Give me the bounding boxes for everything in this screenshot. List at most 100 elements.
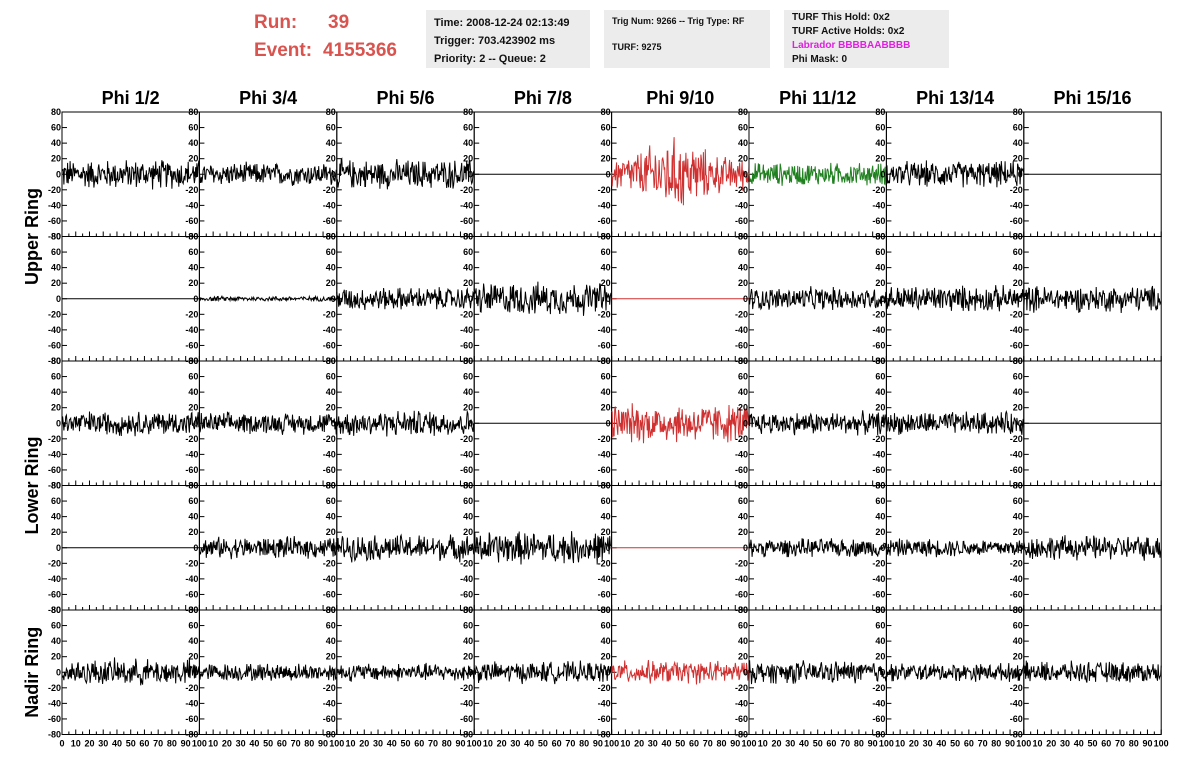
x-tick-label: 30 xyxy=(510,739,520,749)
waveform-trace-r3-c5 xyxy=(611,403,750,444)
y-tick-label: 40 xyxy=(51,636,61,646)
y-tick-label: -60 xyxy=(323,216,336,226)
y-tick-label: -40 xyxy=(872,449,885,459)
y-tick-label: 0 xyxy=(193,667,198,677)
y-tick-label: 40 xyxy=(875,263,885,273)
y-tick-label: -60 xyxy=(323,340,336,350)
y-tick-label: 20 xyxy=(875,403,885,413)
x-tick-label: 10 xyxy=(71,739,81,749)
y-tick-label: 40 xyxy=(738,512,748,522)
y-tick-label: 80 xyxy=(326,605,336,615)
y-tick-label: -80 xyxy=(185,730,198,740)
x-tick-label: 0 xyxy=(59,739,64,749)
y-tick-label: -80 xyxy=(598,730,611,740)
y-tick-label: 60 xyxy=(51,372,61,382)
y-tick-label: -40 xyxy=(872,698,885,708)
column-header-2: Phi 3/4 xyxy=(239,88,297,108)
y-tick-label: 20 xyxy=(738,154,748,164)
y-tick-label: -60 xyxy=(48,340,61,350)
y-tick-label: -60 xyxy=(735,465,748,475)
turf-active-text: TURF Active Holds: 0x2 xyxy=(792,26,905,37)
y-tick-label: -60 xyxy=(598,340,611,350)
waveform-trace-r5-c6 xyxy=(748,660,887,685)
x-tick-label: 30 xyxy=(648,739,658,749)
x-tick-label: 30 xyxy=(785,739,795,749)
y-tick-label: -60 xyxy=(598,465,611,475)
y-tick-label: 40 xyxy=(326,387,336,397)
ring-label-3: Nadir Ring xyxy=(22,627,42,718)
x-tick-label: 30 xyxy=(1060,739,1070,749)
y-tick-label: -20 xyxy=(872,683,885,693)
y-tick-label: 60 xyxy=(326,372,336,382)
y-tick-label: -80 xyxy=(460,730,473,740)
y-tick-label: -20 xyxy=(1010,309,1023,319)
y-tick-label: -20 xyxy=(48,309,61,319)
x-tick-label: 50 xyxy=(675,739,685,749)
y-tick-label: 0 xyxy=(1018,418,1023,428)
x-tick-label: 70 xyxy=(978,739,988,749)
y-tick-label: 0 xyxy=(743,418,748,428)
y-tick-label: 60 xyxy=(738,372,748,382)
waveform-trace-r2-c8 xyxy=(1023,285,1162,314)
y-tick-label: -60 xyxy=(1010,465,1023,475)
y-tick-label: 0 xyxy=(606,169,611,179)
y-tick-label: 60 xyxy=(188,372,198,382)
y-tick-label: -60 xyxy=(598,589,611,599)
y-tick-label: 40 xyxy=(1013,512,1023,522)
plot-frame-r1-c6 xyxy=(748,111,887,237)
y-tick-label: -80 xyxy=(48,232,61,242)
y-tick-label: -60 xyxy=(460,216,473,226)
y-tick-label: 40 xyxy=(1013,387,1023,397)
y-tick-label: -40 xyxy=(735,574,748,584)
y-tick-label: 20 xyxy=(738,403,748,413)
x-tick-label: 100 xyxy=(1154,739,1169,749)
y-tick-label: 20 xyxy=(601,278,611,288)
y-tick-label: -60 xyxy=(598,216,611,226)
y-tick-label: -20 xyxy=(185,309,198,319)
waveform-trace-r2-c4 xyxy=(473,281,613,316)
y-tick-label: 40 xyxy=(51,138,61,148)
x-tick-label: 80 xyxy=(442,739,452,749)
x-tick-label: 20 xyxy=(222,739,232,749)
y-tick-label: 0 xyxy=(880,543,885,553)
y-tick-label: -40 xyxy=(872,325,885,335)
x-tick-label: 80 xyxy=(991,739,1001,749)
y-tick-label: 80 xyxy=(463,107,473,117)
waveform-trace-r4-c8 xyxy=(1023,535,1162,561)
labrador-text: Labrador BBBBAABBBB xyxy=(792,40,911,51)
y-tick-label: -80 xyxy=(48,356,61,366)
y-tick-label: 20 xyxy=(51,527,61,537)
y-tick-label: -20 xyxy=(185,558,198,568)
y-tick-label: 80 xyxy=(738,605,748,615)
y-tick-label: 80 xyxy=(875,107,885,117)
y-tick-label: -60 xyxy=(1010,216,1023,226)
y-tick-label: -20 xyxy=(872,185,885,195)
waveform-trace-r4-c3 xyxy=(336,533,475,563)
x-tick-label: 50 xyxy=(126,739,136,749)
y-tick-label: 40 xyxy=(875,138,885,148)
y-tick-label: 60 xyxy=(463,247,473,257)
y-tick-label: 40 xyxy=(51,387,61,397)
y-tick-label: -40 xyxy=(48,200,61,210)
y-tick-label: -20 xyxy=(735,683,748,693)
x-tick-label: 90 xyxy=(181,739,191,749)
column-header-4: Phi 7/8 xyxy=(514,88,572,108)
y-tick-label: 40 xyxy=(738,636,748,646)
y-tick-label: -60 xyxy=(323,465,336,475)
waveform-trace-r4-c7 xyxy=(885,538,1025,558)
y-tick-label: -80 xyxy=(48,481,61,491)
waveform-trace-r1-c1 xyxy=(61,160,200,190)
waveform-trace-r3-c1 xyxy=(61,411,200,437)
y-tick-label: 0 xyxy=(743,294,748,304)
x-tick-label: 20 xyxy=(84,739,94,749)
y-tick-label: 40 xyxy=(463,263,473,273)
y-tick-label: 60 xyxy=(188,496,198,506)
y-tick-label: 20 xyxy=(738,278,748,288)
y-tick-label: 80 xyxy=(51,481,61,491)
x-tick-label: 40 xyxy=(387,739,397,749)
y-tick-label: 40 xyxy=(601,138,611,148)
waveform-trace-r4-c4 xyxy=(473,531,613,565)
y-tick-label: -60 xyxy=(598,714,611,724)
x-tick-label: 60 xyxy=(139,739,149,749)
y-tick-label: 0 xyxy=(606,667,611,677)
